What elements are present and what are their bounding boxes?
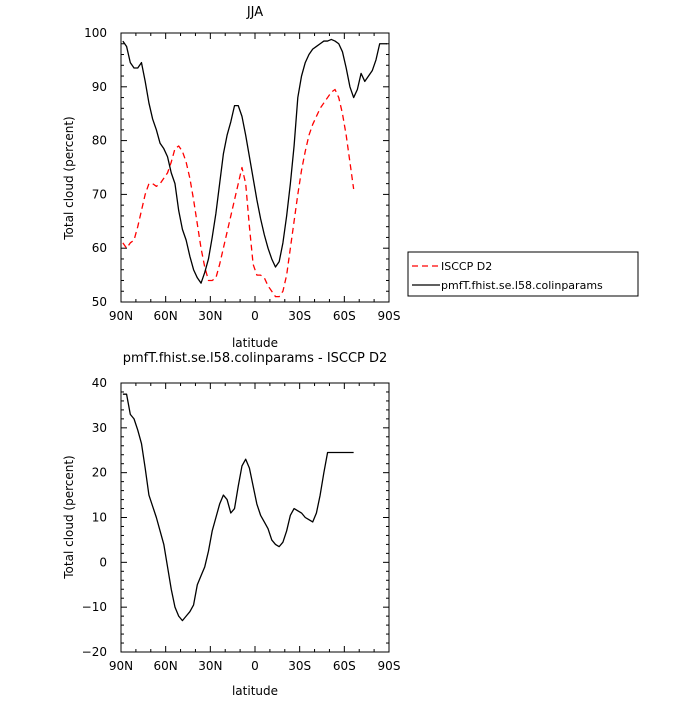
bottom-chart-y-tick-label: 20 bbox=[92, 466, 107, 480]
top-chart-y-tick-label: 90 bbox=[92, 80, 107, 94]
bottom-chart-x-tick-label: 60N bbox=[154, 659, 178, 673]
top-chart-title: JJA bbox=[246, 5, 263, 20]
bottom-chart-y-tick-label: 30 bbox=[92, 421, 107, 435]
bottom-chart-y-tick-label: −20 bbox=[82, 645, 107, 659]
bottom-chart-y-tick-label: −10 bbox=[82, 600, 107, 614]
legend-frame bbox=[407, 251, 639, 297]
top-chart-y-tick-label: 60 bbox=[92, 241, 107, 255]
top-chart-y-tick-label: 70 bbox=[92, 187, 107, 201]
top-chart-x-tick-label: 0 bbox=[251, 309, 259, 323]
bottom-chart-x-tick-label: 0 bbox=[251, 659, 259, 673]
bottom-chart-y-tick-label: 10 bbox=[92, 511, 107, 525]
top-chart-plot-frame bbox=[120, 32, 390, 303]
bottom-chart-y-axis-label: Total cloud (percent) bbox=[62, 455, 76, 579]
top-chart-series-line-0 bbox=[122, 88, 355, 298]
top-chart-legend: ISCCP D2 pmfT.fhist.se.l58.colinparams bbox=[407, 251, 639, 297]
top-chart-x-axis-label: latitude bbox=[232, 336, 278, 350]
top-chart-x-tick-label: 90N bbox=[109, 309, 133, 323]
legend-label-isccp: ISCCP D2 bbox=[441, 260, 492, 273]
bottom-chart-x-axis-label: latitude bbox=[232, 684, 278, 698]
top-chart-y-axis-label: Total cloud (percent) bbox=[62, 116, 76, 240]
top-chart-series-line-1 bbox=[122, 38, 388, 284]
top-chart-x-tick-label: 30S bbox=[288, 309, 311, 323]
bottom-chart-plot: 90N 60N 30N 0 30S 60S 90S −20 −10 0 10 20 30 40 bbox=[82, 376, 401, 673]
top-chart-y-tick-label: 100 bbox=[84, 26, 107, 40]
bottom-chart-x-tick-label: 90N bbox=[109, 659, 133, 673]
legend-label-model: pmfT.fhist.se.l58.colinparams bbox=[441, 279, 603, 292]
bottom-chart-title: pmfT.fhist.se.l58.colinparams - ISCCP D2 bbox=[123, 351, 388, 366]
bottom-chart-y-tick-label: 0 bbox=[99, 555, 107, 569]
top-chart-x-tick-label: 60S bbox=[333, 309, 356, 323]
top-chart-y-tick-label: 80 bbox=[92, 134, 107, 148]
top-chart-x-tick-label: 90S bbox=[378, 309, 401, 323]
top-chart-x-tick-label: 30N bbox=[198, 309, 222, 323]
bottom-chart-x-tick-label: 60S bbox=[333, 659, 356, 673]
bottom-chart-y-tick-label: 40 bbox=[92, 376, 107, 390]
bottom-chart-x-tick-label: 90S bbox=[378, 659, 401, 673]
top-chart-y-tick-label: 50 bbox=[92, 295, 107, 309]
bottom-chart-x-tick-label: 30N bbox=[198, 659, 222, 673]
top-chart-plot: 90N 60N 30N 0 30S 60S 90S 50 60 70 80 90 100 bbox=[84, 26, 400, 323]
bottom-chart-plot-frame bbox=[120, 382, 390, 653]
bottom-chart-x-tick-label: 30S bbox=[288, 659, 311, 673]
bottom-chart-series-line-0 bbox=[122, 393, 354, 622]
top-chart-x-tick-label: 60N bbox=[154, 309, 178, 323]
